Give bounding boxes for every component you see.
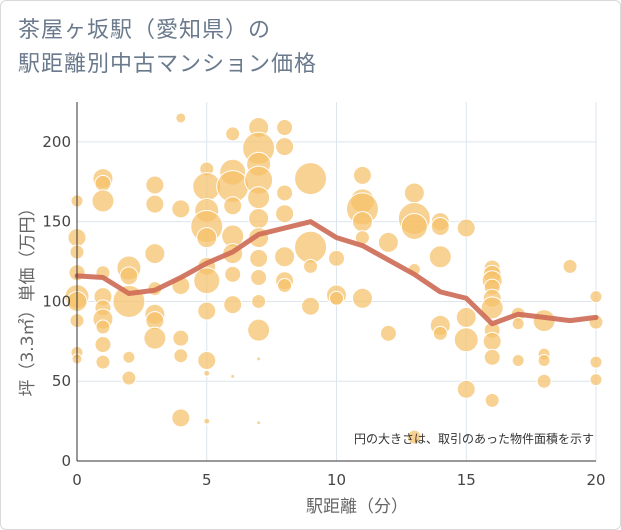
data-point [144,243,166,265]
x-tick-label: 0 [72,471,82,489]
data-point [230,373,236,379]
data-point [248,207,270,229]
data-point [173,348,189,364]
data-point [247,318,271,342]
data-point [277,277,293,293]
data-point [197,301,217,321]
data-point [203,369,211,377]
data-point [352,165,372,185]
data-point [430,216,450,236]
y-axis-label: 坪（3.3㎡）単価（万円） [18,199,38,396]
data-point [484,392,500,408]
chart-title: 茶屋ヶ坂駅（愛知県）の 駅距離別中古マンション価格 [18,14,317,82]
data-point [175,112,187,124]
data-point [143,326,167,350]
data-point [91,189,115,213]
data-point [403,182,425,204]
x-tick-label: 15 [457,471,476,489]
y-tick-label: 0 [61,452,71,470]
bubble-series [64,112,604,445]
data-point [511,353,525,367]
data-point [145,194,165,214]
y-tick-label: 100 [42,292,71,310]
data-point [482,331,502,351]
data-point [294,230,328,264]
data-point [119,266,139,286]
bubble-size-note: 円の大きさは、取引のあった物件面積を示す [354,431,594,446]
data-point [351,287,373,309]
data-point [203,417,211,425]
data-point [249,248,269,268]
data-point [589,355,603,369]
data-point [274,246,296,268]
data-point [95,354,111,370]
x-axis-label: 駅距離（分） [306,497,408,517]
data-point [428,245,452,269]
data-point [379,324,397,342]
data-point [145,175,165,195]
data-point [223,295,243,315]
grid-lines [77,102,597,461]
data-point [294,162,328,196]
data-point [480,296,504,320]
data-point [400,212,428,240]
data-point [256,356,262,362]
data-point [275,137,295,157]
data-point [562,258,578,274]
data-point [247,186,271,210]
data-point [275,204,295,224]
data-point [223,196,243,216]
title-line-2: 駅距離別中古マンション価格 [18,52,318,77]
data-point [329,290,344,306]
title-line-1: 茶屋ヶ坂駅（愛知県）の [18,18,272,43]
data-point [589,373,603,387]
data-point [197,350,217,370]
data-point [432,325,448,341]
data-point [406,429,422,445]
data-point [171,199,191,219]
data-point [377,231,399,253]
data-point [589,290,603,304]
data-point [121,370,137,386]
data-point [536,373,552,389]
data-point [250,269,268,287]
data-point [276,184,294,202]
trend-line-series [74,219,599,327]
data-point [196,227,218,249]
data-point [171,408,191,428]
data-point [95,319,111,335]
x-tick-label: 20 [586,471,605,489]
data-point [251,293,267,309]
data-point [122,350,136,364]
data-point [456,218,476,238]
data-point [456,379,476,399]
data-point [453,327,479,353]
data-point [351,211,373,233]
trend-line [74,219,599,327]
x-tick-label: 5 [202,471,212,489]
data-point [483,348,501,366]
data-point [276,119,294,137]
data-point [511,317,525,331]
data-point [303,258,319,274]
data-point [301,296,321,316]
data-point [193,267,221,295]
data-point [172,329,190,347]
y-tick-label: 200 [42,133,71,151]
data-point [256,420,262,426]
y-tick-label: 50 [52,372,71,390]
data-point [225,126,241,142]
data-point [455,306,477,328]
data-point [94,336,112,354]
y-tick-label: 150 [42,213,71,231]
x-tick-label: 10 [327,471,346,489]
data-point [537,353,551,367]
data-point [328,249,345,267]
data-point [224,265,242,283]
data-point [94,174,112,192]
